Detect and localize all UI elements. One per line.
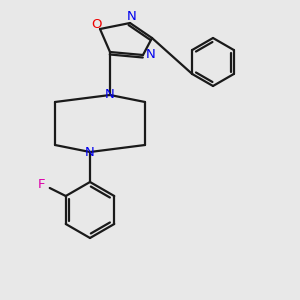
Text: F: F (38, 178, 46, 190)
Text: N: N (127, 11, 137, 23)
Text: N: N (85, 146, 95, 160)
Text: N: N (146, 49, 156, 62)
Text: N: N (105, 88, 115, 100)
Text: O: O (92, 17, 102, 31)
